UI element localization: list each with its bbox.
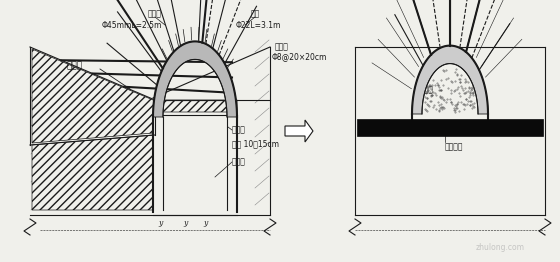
Polygon shape <box>32 49 237 143</box>
Text: 锚杆: 锚杆 <box>250 9 260 19</box>
Text: y: y <box>158 219 162 227</box>
Text: 厚度 10～15cm: 厚度 10～15cm <box>232 139 279 149</box>
Text: Φ8@20×20cm: Φ8@20×20cm <box>272 52 328 62</box>
Polygon shape <box>32 135 153 210</box>
Text: y: y <box>203 219 207 227</box>
Polygon shape <box>357 119 543 136</box>
Text: zhulong.com: zhulong.com <box>475 243 525 252</box>
Text: 喷素砼: 喷素砼 <box>232 125 246 134</box>
Polygon shape <box>153 41 237 117</box>
Polygon shape <box>412 46 488 114</box>
Text: 回填砼: 回填砼 <box>420 85 434 95</box>
Text: 钢拱架: 钢拱架 <box>232 157 246 166</box>
Text: Φ45mmL=2.5m: Φ45mmL=2.5m <box>102 20 162 30</box>
Text: 排水孔: 排水孔 <box>148 9 162 19</box>
Text: 砼衬砌段: 砼衬砌段 <box>445 143 464 151</box>
Text: Φ22L=3.1m: Φ22L=3.1m <box>235 20 281 30</box>
Text: 钢筋网: 钢筋网 <box>275 42 289 52</box>
Text: y: y <box>183 219 187 227</box>
Text: 超前锚: 超前锚 <box>67 62 83 70</box>
Polygon shape <box>285 120 313 142</box>
